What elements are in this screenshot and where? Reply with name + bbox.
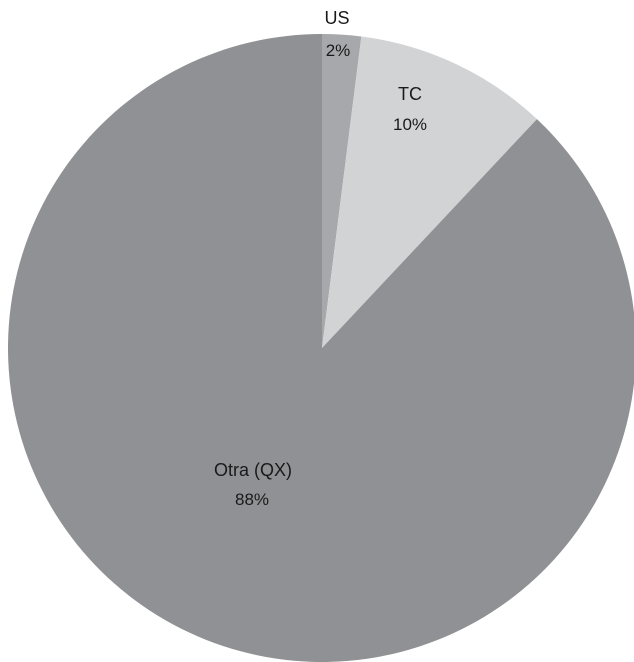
pie-slice-us — [322, 34, 362, 348]
slice-label-tc: TC — [398, 84, 422, 104]
slice-value-us: 2% — [326, 41, 351, 60]
pie-slice-tc — [322, 36, 537, 348]
pie-slices — [8, 34, 634, 662]
pie-slice-otra-qx — [8, 34, 634, 662]
slice-value-otra-qx: 88% — [235, 490, 269, 509]
slice-value-tc: 10% — [393, 115, 427, 134]
slice-label-us: US — [324, 8, 349, 28]
slice-label-otra-qx: Otra (QX) — [214, 460, 292, 480]
pie-labels: US 2% TC 10% Otra (QX) 88% — [214, 8, 427, 509]
